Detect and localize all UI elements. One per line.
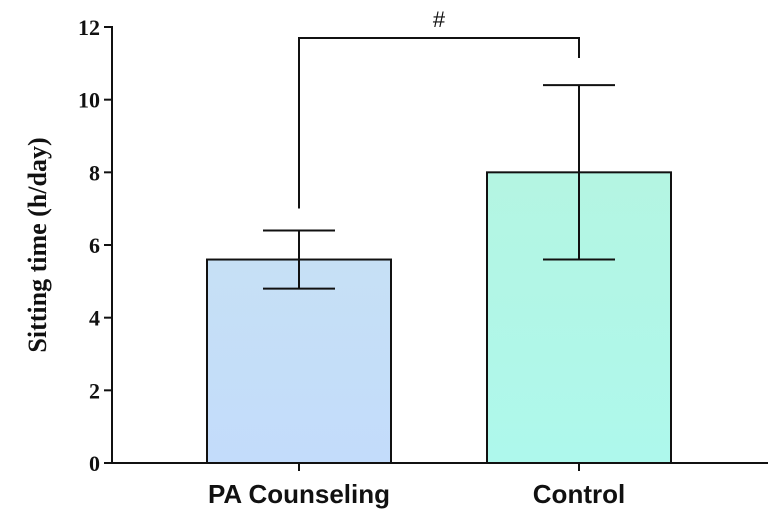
bars-group: [206, 171, 672, 464]
y-tick-label: 0: [89, 451, 100, 476]
significance-bracket-line: [298, 37, 580, 209]
x-category-label: PA Counseling: [208, 479, 390, 509]
y-ticks-group: 0 2 4 6 8 10 12: [78, 15, 112, 476]
y-axis-label: Sitting time (h/day): [23, 137, 52, 352]
y-tick-label: 4: [89, 306, 100, 331]
y-tick-label: 2: [89, 378, 100, 403]
x-category-label: Control: [533, 479, 625, 509]
error-bars-group: [263, 84, 615, 290]
y-tick-label: 10: [78, 88, 100, 113]
significance-bracket: #: [298, 7, 580, 209]
x-ticks-group: PA Counseling Control: [208, 463, 625, 509]
y-tick-label: 12: [78, 15, 100, 40]
y-tick-label: 8: [89, 160, 100, 185]
bar: [206, 258, 392, 464]
significance-label: #: [433, 7, 446, 32]
y-tick-label: 6: [89, 233, 100, 258]
